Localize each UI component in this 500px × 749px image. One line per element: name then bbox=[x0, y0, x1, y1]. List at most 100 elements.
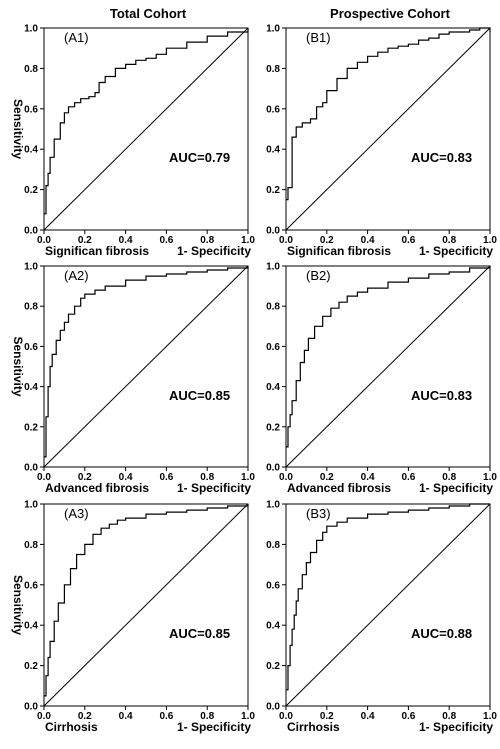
y-tick-label: 0.8 bbox=[24, 540, 38, 551]
y-tick-label: 1.0 bbox=[266, 262, 280, 273]
y-tick-label: 0.6 bbox=[24, 342, 38, 353]
y-tick-label: 0.2 bbox=[24, 661, 38, 672]
y-tick-label: 0.0 bbox=[24, 702, 38, 713]
y-tick-label: 1.0 bbox=[24, 262, 38, 273]
x-axis-label: 1- Specificity bbox=[419, 244, 493, 258]
plot-frame bbox=[285, 27, 491, 231]
x-tick-label: 0.2 bbox=[320, 235, 334, 246]
x-tick-label: 1.0 bbox=[483, 711, 497, 722]
y-tick-label: 0.0 bbox=[24, 463, 38, 474]
x-tick-label: 0.8 bbox=[200, 235, 214, 246]
roc-curve bbox=[286, 266, 491, 448]
y-tick-label: 0.4 bbox=[24, 621, 38, 632]
x-tick-label: 0.0 bbox=[37, 235, 51, 246]
reference-diagonal bbox=[43, 265, 249, 468]
y-tick-label: 0.0 bbox=[24, 226, 38, 237]
x-tick-label: 0.8 bbox=[200, 711, 214, 722]
y-tick-label: 0.8 bbox=[266, 540, 280, 551]
roc-panel: 0.00.0 0.2 0.2 0.4 0.4 0.6 0.6 0.8 0.8 1.0 1.0 (A2)… bbox=[11, 262, 255, 496]
y-tick-label: 0.8 bbox=[266, 302, 280, 313]
y-tick-label: 1.0 bbox=[266, 500, 280, 511]
roc-panel: 0.00.0 0.2 0.2 0.4 0.4 0.6 0.6 0.8 0.8 1.0 1.0 (B1)… bbox=[266, 24, 497, 259]
x-tick-label: 1.0 bbox=[483, 235, 497, 246]
roc-curve bbox=[286, 503, 490, 691]
y-tick-label: 0.4 bbox=[266, 621, 280, 632]
outcome-label: Significan fibrosis bbox=[287, 244, 391, 258]
roc-panel: 0.00.0 0.2 0.2 0.4 0.4 0.6 0.6 0.8 0.8 1.0 1.0 (A1)… bbox=[11, 24, 255, 259]
y-tick-label: 0.4 bbox=[266, 145, 280, 156]
x-tick-label: 0.4 bbox=[119, 711, 133, 722]
x-axis-label: 1- Specificity bbox=[177, 481, 251, 495]
x-axis-label: 1- Specificity bbox=[419, 481, 493, 495]
x-tick-label: 0.2 bbox=[78, 472, 92, 483]
x-tick-label: 0.6 bbox=[401, 711, 415, 722]
x-tick-label: 1.0 bbox=[483, 472, 497, 483]
x-tick-label: 0.8 bbox=[442, 235, 456, 246]
x-tick-label: 0.4 bbox=[119, 472, 133, 483]
x-tick-label: 0.4 bbox=[119, 235, 133, 246]
x-tick-label: 0.2 bbox=[78, 711, 92, 722]
y-tick-label: 0.6 bbox=[24, 104, 38, 115]
y-tick-label: 0.4 bbox=[266, 382, 280, 393]
x-tick-label: 0.6 bbox=[159, 711, 173, 722]
y-axis-label: Sensitivity bbox=[11, 336, 25, 396]
x-axis-label: 1- Specificity bbox=[177, 244, 251, 258]
y-tick-label: 0.0 bbox=[266, 226, 280, 237]
panel-label: (A2) bbox=[64, 268, 89, 283]
auc-label: AUC=0.85 bbox=[169, 626, 230, 641]
plot-frame bbox=[43, 503, 249, 707]
y-tick-label: 0.6 bbox=[266, 342, 280, 353]
x-tick-label: 0.0 bbox=[279, 472, 293, 483]
reference-diagonal bbox=[285, 503, 491, 707]
x-tick-label: 0.6 bbox=[159, 472, 173, 483]
y-tick-label: 1.0 bbox=[266, 24, 280, 35]
y-tick-label: 0.8 bbox=[24, 64, 38, 75]
y-tick-label: 1.0 bbox=[24, 24, 38, 35]
outcome-label: Cirrhosis bbox=[45, 720, 98, 734]
y-tick-label: 0.2 bbox=[266, 661, 280, 672]
x-tick-label: 0.8 bbox=[200, 472, 214, 483]
y-tick-label: 0.0 bbox=[266, 702, 280, 713]
x-tick-label: 0.0 bbox=[37, 472, 51, 483]
panel-label: (B2) bbox=[306, 268, 331, 283]
y-tick-label: 0.2 bbox=[24, 185, 38, 196]
outcome-label: Significan fibrosis bbox=[45, 244, 149, 258]
x-tick-label: 0.0 bbox=[279, 235, 293, 246]
roc-curve bbox=[44, 28, 249, 215]
x-tick-label: 0.2 bbox=[320, 472, 334, 483]
auc-label: AUC=0.88 bbox=[411, 626, 472, 641]
y-tick-label: 0.2 bbox=[266, 422, 280, 433]
y-tick-label: 0.8 bbox=[24, 302, 38, 313]
y-tick-label: 0.4 bbox=[24, 382, 38, 393]
y-tick-label: 1.0 bbox=[24, 500, 38, 511]
y-tick-label: 0.2 bbox=[24, 422, 38, 433]
x-tick-label: 1.0 bbox=[241, 472, 255, 483]
roc-panel: 0.00.0 0.2 0.2 0.4 0.4 0.6 0.6 0.8 0.8 1.0 1.0 (A3)… bbox=[11, 500, 255, 735]
y-tick-label: 0.8 bbox=[266, 64, 280, 75]
auc-label: AUC=0.79 bbox=[169, 150, 230, 165]
x-tick-label: 1.0 bbox=[241, 235, 255, 246]
x-tick-label: 0.2 bbox=[320, 711, 334, 722]
roc-panel: 0.00.0 0.2 0.2 0.4 0.4 0.6 0.6 0.8 0.8 1.0 1.0 (B2)… bbox=[266, 262, 497, 496]
x-tick-label: 0.4 bbox=[361, 472, 375, 483]
auc-label: AUC=0.83 bbox=[411, 150, 472, 165]
auc-label: AUC=0.83 bbox=[411, 388, 472, 403]
x-axis-label: 1- Specificity bbox=[177, 720, 251, 734]
y-axis-label: Sensitivity bbox=[11, 575, 25, 635]
plot-frame bbox=[285, 503, 491, 707]
y-tick-label: 0.6 bbox=[24, 580, 38, 591]
y-tick-label: 0.2 bbox=[266, 185, 280, 196]
x-tick-label: 0.0 bbox=[279, 711, 293, 722]
reference-diagonal bbox=[285, 265, 491, 468]
roc-panel: 0.00.0 0.2 0.2 0.4 0.4 0.6 0.6 0.8 0.8 1.0 1.0 (B3)… bbox=[266, 500, 497, 735]
outcome-label: Cirrhosis bbox=[287, 720, 340, 734]
panel-label: (B1) bbox=[306, 30, 331, 45]
y-tick-label: 0.6 bbox=[266, 580, 280, 591]
column-title-prospective: Prospective Cohort bbox=[330, 6, 451, 21]
roc-curve bbox=[44, 266, 249, 458]
reference-diagonal bbox=[43, 27, 249, 231]
column-title-total: Total Cohort bbox=[110, 6, 187, 21]
reference-diagonal bbox=[43, 503, 249, 707]
y-axis-label: Sensitivity bbox=[11, 99, 25, 159]
roc-curve bbox=[286, 27, 491, 201]
